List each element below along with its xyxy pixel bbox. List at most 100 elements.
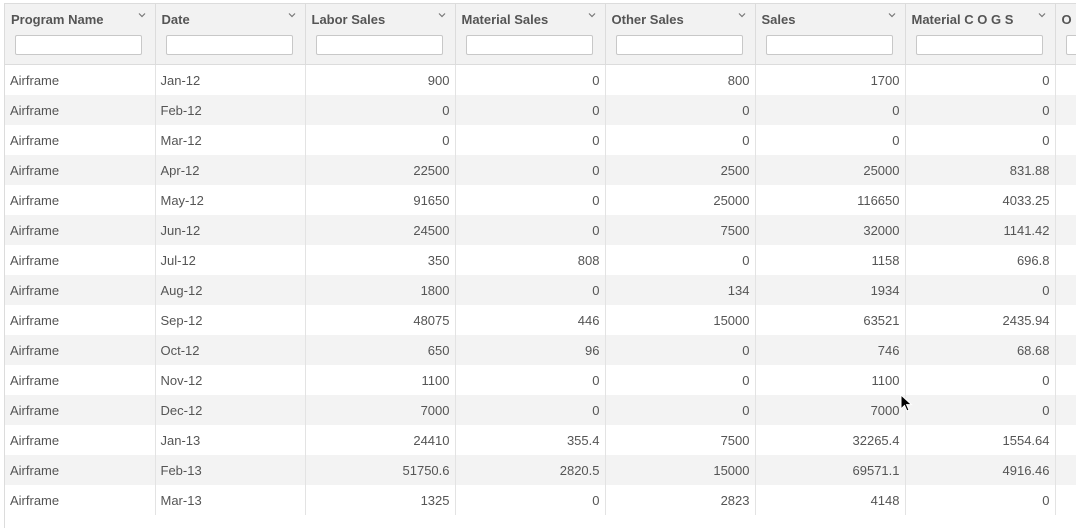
cell-other[interactable]: 0 xyxy=(605,335,756,365)
cell-sales[interactable]: 1934 xyxy=(755,275,906,305)
cell-mcogs[interactable]: 0 xyxy=(905,125,1056,155)
cell-sales[interactable]: 1158 xyxy=(755,245,906,275)
cell-program[interactable]: Airframe xyxy=(5,185,156,215)
filter-input-o[interactable] xyxy=(1065,35,1076,55)
cell-labor[interactable]: 51750.6 xyxy=(305,455,456,485)
column-header-material[interactable]: Material Sales xyxy=(455,4,606,34)
table-row[interactable]: Airframe May-12 91650 0 25000 116650 4033.25 xyxy=(5,185,1076,215)
cell-sales[interactable]: 116650 xyxy=(755,185,906,215)
cell-other[interactable]: 15000 xyxy=(605,305,756,335)
cell-labor[interactable]: 24410 xyxy=(305,425,456,455)
column-header-sales[interactable]: Sales xyxy=(755,4,906,34)
chevron-down-icon[interactable] xyxy=(437,10,447,20)
table-row[interactable]: Airframe Jun-12 24500 0 7500 32000 1141.42 xyxy=(5,215,1076,245)
table-row[interactable]: Airframe Jan-12 900 0 800 1700 0 xyxy=(5,64,1076,95)
cell-sales[interactable]: 1100 xyxy=(755,365,906,395)
cell-o[interactable] xyxy=(1055,155,1076,185)
cell-labor[interactable]: 7000 xyxy=(305,395,456,425)
cell-program[interactable]: Airframe xyxy=(5,215,156,245)
cell-date[interactable]: Sep-12 xyxy=(155,305,306,335)
table-row[interactable]: Airframe Apr-12 22500 0 2500 25000 831.88 xyxy=(5,155,1076,185)
cell-o[interactable] xyxy=(1055,95,1076,125)
cell-program[interactable]: Airframe xyxy=(5,365,156,395)
cell-material[interactable]: 0 xyxy=(455,125,606,155)
cell-labor[interactable]: 0 xyxy=(305,95,456,125)
cell-labor[interactable]: 48075 xyxy=(305,305,456,335)
table-row[interactable]: Airframe Dec-12 7000 0 0 7000 0 xyxy=(5,395,1076,425)
cell-date[interactable]: Feb-12 xyxy=(155,95,306,125)
cell-other[interactable]: 0 xyxy=(605,95,756,125)
cell-mcogs[interactable]: 4033.25 xyxy=(905,185,1056,215)
cell-labor[interactable]: 22500 xyxy=(305,155,456,185)
cell-sales[interactable]: 69571.1 xyxy=(755,455,906,485)
cell-date[interactable]: Nov-12 xyxy=(155,365,306,395)
cell-sales[interactable]: 4148 xyxy=(755,485,906,515)
cell-o[interactable] xyxy=(1055,185,1076,215)
chevron-down-icon[interactable] xyxy=(887,10,897,20)
cell-program[interactable]: Airframe xyxy=(5,95,156,125)
cell-o[interactable] xyxy=(1055,215,1076,245)
cell-sales[interactable]: 32000 xyxy=(755,215,906,245)
cell-material[interactable]: 0 xyxy=(455,185,606,215)
cell-date[interactable]: Jan-13 xyxy=(155,425,306,455)
cell-material[interactable]: 0 xyxy=(455,64,606,95)
cell-other[interactable]: 15000 xyxy=(605,455,756,485)
cell-sales[interactable]: 0 xyxy=(755,95,906,125)
cell-date[interactable]: Apr-12 xyxy=(155,155,306,185)
cell-sales[interactable]: 32265.4 xyxy=(755,425,906,455)
cell-o[interactable] xyxy=(1055,245,1076,275)
filter-input-mcogs[interactable] xyxy=(915,35,1043,55)
cell-o[interactable] xyxy=(1055,275,1076,305)
cell-o[interactable] xyxy=(1055,425,1076,455)
column-header-program[interactable]: Program Name xyxy=(5,4,156,34)
cell-o[interactable] xyxy=(1055,335,1076,365)
cell-program[interactable]: Airframe xyxy=(5,245,156,275)
cell-program[interactable]: Airframe xyxy=(5,455,156,485)
cell-labor[interactable]: 1325 xyxy=(305,485,456,515)
cell-date[interactable]: Jul-12 xyxy=(155,245,306,275)
cell-mcogs[interactable]: 831.88 xyxy=(905,155,1056,185)
cell-other[interactable]: 0 xyxy=(605,365,756,395)
cell-date[interactable]: Mar-12 xyxy=(155,125,306,155)
cell-material[interactable]: 0 xyxy=(455,395,606,425)
cell-date[interactable]: May-12 xyxy=(155,185,306,215)
table-row[interactable]: Airframe Oct-12 650 96 0 746 68.68 xyxy=(5,335,1076,365)
cell-labor[interactable]: 1100 xyxy=(305,365,456,395)
cell-material[interactable]: 0 xyxy=(455,365,606,395)
cell-o[interactable] xyxy=(1055,305,1076,335)
filter-input-date[interactable] xyxy=(165,35,293,55)
chevron-down-icon[interactable] xyxy=(287,10,297,20)
table-row[interactable]: Airframe Feb-13 51750.6 2820.5 15000 69571.1 4… xyxy=(5,455,1076,485)
cell-program[interactable]: Airframe xyxy=(5,485,156,515)
cell-program[interactable]: Airframe xyxy=(5,335,156,365)
cell-date[interactable]: Oct-12 xyxy=(155,335,306,365)
cell-labor[interactable]: 350 xyxy=(305,245,456,275)
cell-labor[interactable]: 1800 xyxy=(305,275,456,305)
column-header-labor[interactable]: Labor Sales xyxy=(305,4,456,34)
cell-mcogs[interactable]: 0 xyxy=(905,95,1056,125)
cell-material[interactable]: 0 xyxy=(455,215,606,245)
cell-sales[interactable]: 0 xyxy=(755,125,906,155)
filter-input-program[interactable] xyxy=(15,35,142,55)
cell-mcogs[interactable]: 4916.46 xyxy=(905,455,1056,485)
cell-labor[interactable]: 24500 xyxy=(305,215,456,245)
cell-mcogs[interactable]: 0 xyxy=(905,64,1056,95)
cell-program[interactable]: Airframe xyxy=(5,275,156,305)
cell-material[interactable]: 96 xyxy=(455,335,606,365)
cell-o[interactable] xyxy=(1055,485,1076,515)
table-row[interactable]: Airframe Nov-12 1100 0 0 1100 0 xyxy=(5,365,1076,395)
table-row[interactable]: Airframe Mar-12 0 0 0 0 0 xyxy=(5,125,1076,155)
cell-other[interactable]: 800 xyxy=(605,64,756,95)
cell-sales[interactable]: 63521 xyxy=(755,305,906,335)
cell-program[interactable]: Airframe xyxy=(5,395,156,425)
table-row[interactable]: Airframe Mar-13 1325 0 2823 4148 0 xyxy=(5,485,1076,515)
cell-date[interactable]: Feb-13 xyxy=(155,455,306,485)
cell-program[interactable]: Airframe xyxy=(5,64,156,95)
filter-input-material[interactable] xyxy=(465,35,593,55)
cell-other[interactable]: 134 xyxy=(605,275,756,305)
cell-material[interactable]: 2820.5 xyxy=(455,455,606,485)
cell-o[interactable] xyxy=(1055,455,1076,485)
cell-sales[interactable]: 746 xyxy=(755,335,906,365)
cell-other[interactable]: 0 xyxy=(605,245,756,275)
cell-mcogs[interactable]: 0 xyxy=(905,275,1056,305)
